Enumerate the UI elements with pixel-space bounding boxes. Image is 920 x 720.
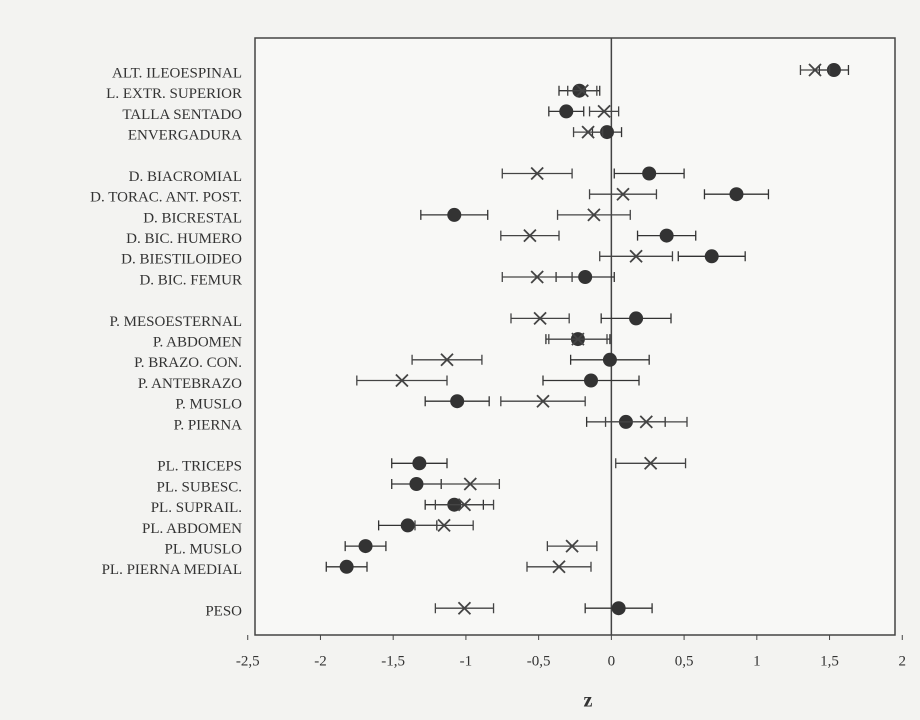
marker-circle bbox=[602, 352, 617, 367]
category-label: P. ANTEBRAZO bbox=[138, 376, 242, 392]
category-label: TALLA SENTADO bbox=[122, 107, 242, 123]
marker-cross bbox=[552, 560, 566, 574]
x-tick-label: -0,5 bbox=[527, 653, 551, 669]
category-label: PL. SUPRAIL. bbox=[151, 500, 242, 516]
category-label: PESO bbox=[205, 604, 242, 620]
category-label: ENVERGADURA bbox=[128, 128, 242, 144]
marker-cross bbox=[643, 456, 658, 470]
marker-circle bbox=[409, 477, 424, 491]
marker-circle bbox=[826, 63, 841, 77]
x-tick-label: 2 bbox=[899, 653, 907, 669]
category-label: D. BIC. FEMUR bbox=[139, 272, 242, 288]
marker-cross bbox=[530, 270, 544, 284]
category-label: PL. PIERNA MEDIAL bbox=[102, 562, 242, 578]
category-label: D. TORAC. ANT. POST. bbox=[90, 190, 242, 206]
marker-circle bbox=[659, 228, 674, 243]
marker-cross bbox=[571, 332, 585, 346]
x-tick-label: 0,5 bbox=[675, 653, 694, 669]
marker-cross bbox=[629, 249, 643, 263]
marker-circle bbox=[339, 559, 354, 574]
category-label: D. BIACROMIAL bbox=[129, 169, 242, 185]
marker-cross bbox=[440, 353, 454, 367]
marker-cross bbox=[581, 125, 595, 139]
marker-circle bbox=[578, 270, 593, 284]
marker-circle bbox=[629, 311, 644, 326]
x-axis-label: z bbox=[584, 690, 593, 712]
marker-cross bbox=[533, 311, 547, 326]
category-label: P. MUSLO bbox=[175, 397, 242, 413]
marker-cross bbox=[530, 166, 544, 181]
marker-cross bbox=[523, 228, 537, 243]
marker-circle bbox=[450, 394, 465, 409]
marker-cross bbox=[536, 394, 550, 408]
marker-circle bbox=[358, 539, 373, 554]
marker-circle bbox=[447, 207, 462, 222]
category-label: PL. TRICEPS bbox=[157, 459, 242, 475]
x-tick-label: 1 bbox=[753, 653, 761, 669]
category-label: D. BIESTILOIDEO bbox=[121, 252, 242, 268]
marker-cross bbox=[575, 84, 589, 98]
marker-cross bbox=[395, 373, 409, 388]
marker-cross bbox=[639, 415, 653, 429]
category-label: PL. SUBESC. bbox=[157, 479, 242, 495]
category-label: P. MESOESTERNAL bbox=[109, 314, 242, 330]
marker-cross bbox=[597, 104, 611, 119]
category-label: P. ABDOMEN bbox=[153, 335, 242, 351]
category-label: ALT. ILEOESPINAL bbox=[112, 65, 242, 81]
x-tick-label: -1 bbox=[460, 653, 473, 669]
marker-circle bbox=[559, 104, 574, 119]
marker-circle bbox=[600, 125, 614, 140]
marker-cross bbox=[463, 477, 477, 491]
x-tick-label: 1,5 bbox=[820, 653, 839, 669]
x-tick-label: -2 bbox=[314, 653, 327, 669]
x-tick-label: -2,5 bbox=[236, 653, 260, 669]
marker-circle bbox=[400, 518, 415, 533]
marker-cross bbox=[457, 601, 472, 615]
category-label: D. BICRESTAL bbox=[143, 210, 242, 226]
category-label: L. EXTR. SUPERIOR bbox=[106, 86, 242, 102]
marker-cross bbox=[457, 498, 472, 512]
x-tick-label: -1,5 bbox=[381, 653, 405, 669]
marker-circle bbox=[729, 187, 744, 202]
marker-cross bbox=[616, 187, 630, 201]
category-label: P. BRAZO. CON. bbox=[134, 355, 242, 371]
marker-circle bbox=[704, 249, 719, 264]
marker-circle bbox=[611, 601, 626, 616]
category-label: D. BIC. HUMERO bbox=[126, 231, 242, 247]
marker-cross bbox=[565, 539, 579, 553]
category-label: PL. MUSLO bbox=[164, 542, 242, 558]
marker-cross bbox=[808, 63, 822, 77]
category-label: P. PIERNA bbox=[174, 417, 243, 433]
marker-cross bbox=[437, 518, 451, 533]
marker-cross bbox=[587, 208, 601, 222]
marker-circle bbox=[642, 166, 657, 181]
marker-circle bbox=[584, 373, 598, 388]
marker-circle bbox=[412, 456, 427, 471]
x-tick-label: 0 bbox=[608, 653, 616, 669]
category-label: PL. ABDOMEN bbox=[142, 521, 242, 537]
